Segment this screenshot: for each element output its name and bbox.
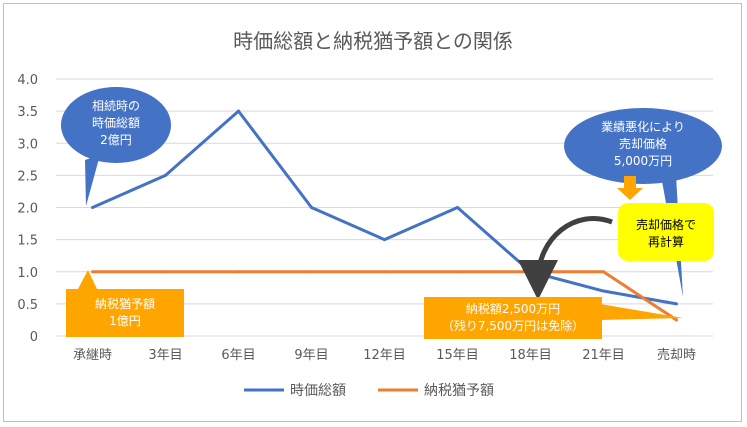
y-tick-label: 3.5 bbox=[17, 105, 38, 120]
callout-deferred-pointer bbox=[78, 270, 97, 289]
chart-title: 時価総額と納税猶予額との関係 bbox=[233, 29, 513, 53]
data-point bbox=[602, 289, 605, 293]
x-tick-label: 9年目 bbox=[294, 348, 328, 363]
callout-start-value-line-3: 2億円 bbox=[100, 133, 132, 147]
callout-tax: 納税額2,500万円 （残り7,500万円は免除） bbox=[424, 297, 683, 339]
callout-start-value-line-2: 時価総額 bbox=[92, 116, 140, 130]
callout-sale-price-line-3: 5,000万円 bbox=[614, 154, 672, 168]
data-point bbox=[91, 270, 94, 274]
legend-label: 時価総額 bbox=[290, 383, 346, 399]
y-tick-labels: 0 0.5 1.0 1.5 2.0 2.5 3.0 3.5 4.0 bbox=[17, 73, 38, 345]
callout-deferred-line-2: 1億円 bbox=[109, 314, 141, 328]
callout-tax-box bbox=[424, 297, 602, 339]
callout-tax-line-2: （残り7,500万円は免除） bbox=[442, 318, 584, 333]
callout-deferred: 納税猶予額 1億円 bbox=[66, 270, 184, 337]
curved-arrow-icon bbox=[518, 216, 613, 300]
y-tick-label: 2.0 bbox=[17, 202, 38, 217]
y-tick-label: 2.5 bbox=[17, 169, 38, 184]
data-point bbox=[383, 270, 386, 274]
down-arrow-icon bbox=[617, 176, 643, 200]
callout-tax-line-1: 納税額2,500万円 bbox=[466, 302, 560, 316]
callout-deferred-line-1: 納税猶予額 bbox=[95, 297, 155, 311]
y-tick-label: 1.5 bbox=[17, 234, 38, 249]
y-tick-label: 0.5 bbox=[17, 298, 38, 313]
data-point bbox=[164, 173, 167, 177]
x-tick-label: 売却時 bbox=[657, 347, 696, 363]
y-tick-label: 3.0 bbox=[17, 137, 38, 152]
data-point bbox=[91, 206, 94, 209]
data-point bbox=[237, 109, 240, 113]
callout-sale-price-line-2: 売却価格 bbox=[619, 136, 667, 151]
callout-sale-price-line-1: 業績悪化により bbox=[601, 120, 685, 134]
y-tick-label: 0 bbox=[30, 330, 38, 345]
data-point bbox=[456, 270, 459, 274]
callout-recalc-box bbox=[618, 203, 714, 261]
callout-recalc-line-2: 再計算 bbox=[648, 234, 684, 249]
data-point bbox=[310, 270, 313, 274]
x-tick-label: 18年目 bbox=[509, 348, 552, 363]
data-point bbox=[529, 270, 532, 274]
legend: 時価総額 納税猶予額 bbox=[244, 383, 494, 399]
callout-sale-price-bubble bbox=[564, 108, 722, 184]
data-point bbox=[456, 206, 459, 209]
y-tick-label: 4.0 bbox=[17, 73, 38, 88]
callout-start-value-pointer bbox=[85, 155, 100, 206]
x-tick-label: 6年目 bbox=[221, 348, 255, 363]
data-point bbox=[237, 270, 240, 274]
data-point bbox=[310, 206, 313, 209]
data-point bbox=[164, 270, 167, 274]
callout-recalc-line-1: 売却価格で bbox=[636, 217, 696, 232]
x-tick-labels: 承継時 3年目 6年目 9年目 12年目 15年目 18年目 21年目 売却時 bbox=[73, 347, 696, 363]
callout-deferred-box bbox=[66, 289, 184, 337]
callout-start-value-bubble bbox=[61, 87, 171, 163]
data-point bbox=[383, 238, 386, 242]
x-tick-label: 21年目 bbox=[582, 348, 625, 363]
x-tick-label: 承継時 bbox=[73, 348, 112, 363]
callout-sale-price: 業績悪化により 売却価格 5,000万円 bbox=[564, 108, 722, 297]
callout-tax-pointer bbox=[600, 304, 683, 320]
callout-recalc: 売却価格で 再計算 bbox=[618, 203, 714, 261]
data-point bbox=[675, 302, 678, 306]
data-point bbox=[675, 318, 678, 322]
x-tick-label: 15年目 bbox=[436, 348, 479, 363]
data-point bbox=[602, 270, 605, 274]
x-tick-label: 12年目 bbox=[363, 348, 406, 363]
series-lines bbox=[91, 109, 678, 322]
x-tick-label: 3年目 bbox=[148, 348, 182, 363]
callout-start-value-line-1: 相続時の bbox=[92, 99, 140, 113]
y-tick-label: 1.0 bbox=[17, 266, 38, 281]
callout-start-value: 相続時の 時価総額 2億円 bbox=[61, 87, 171, 206]
legend-label: 納税猶予額 bbox=[424, 383, 494, 399]
